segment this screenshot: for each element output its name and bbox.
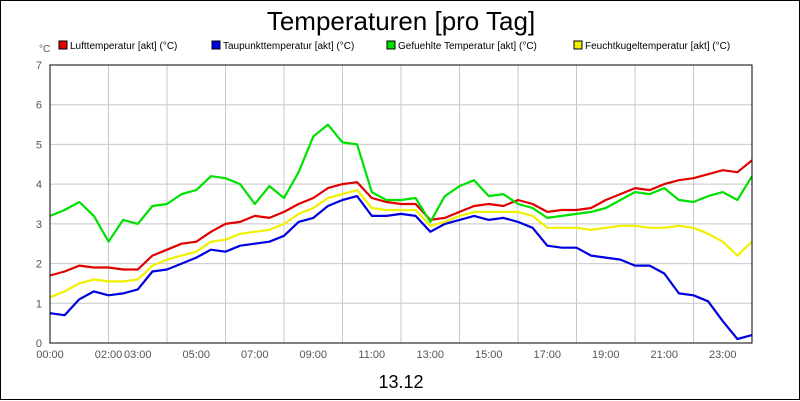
x-tick-label: 05:00 bbox=[182, 349, 210, 361]
x-tick-label: 00:00 bbox=[36, 349, 64, 361]
legend-label: Lufttemperatur [akt] (°C) bbox=[70, 41, 177, 52]
legend: Lufttemperatur [akt] (°C) Taupunkttempera… bbox=[58, 40, 730, 52]
legend-label: Gefuehlte Temperatur [akt] (°C) bbox=[398, 41, 537, 52]
series-line-2 bbox=[49, 195, 753, 341]
y-tick-label: 7 bbox=[36, 60, 42, 72]
x-tick-label: 03:00 bbox=[124, 349, 152, 361]
x-tick-label: 02:00 bbox=[95, 349, 123, 361]
grid bbox=[49, 64, 753, 344]
x-tick-labels: 00:00 02:00 03:00 05:00 07:00 09:00 11:00 13:00… bbox=[36, 349, 736, 361]
series-line-4 bbox=[49, 189, 753, 299]
x-tick-label: 21:00 bbox=[650, 349, 678, 361]
x-tick-label: 13:00 bbox=[416, 349, 444, 361]
x-tick-label: 11:00 bbox=[358, 349, 385, 361]
y-tick-label: 2 bbox=[36, 259, 42, 271]
legend-swatch bbox=[58, 40, 68, 50]
series-line-1 bbox=[49, 159, 753, 277]
x-tick-label: 09:00 bbox=[299, 349, 327, 361]
x-tick-label: 07:00 bbox=[241, 349, 269, 361]
y-tick-label: 3 bbox=[36, 219, 42, 231]
legend-label: Feuchtkugeltemperatur [akt] (°C) bbox=[585, 41, 730, 52]
x-axis-date-label: 13.12 bbox=[378, 372, 423, 392]
legend-swatch bbox=[211, 40, 221, 50]
legend-label: Taupunkttemperatur [akt] (°C) bbox=[223, 41, 354, 52]
y-tick-label: 0 bbox=[36, 338, 42, 350]
y-axis-unit: °C bbox=[39, 44, 50, 55]
x-tick-label: 19:00 bbox=[592, 349, 620, 361]
y-tick-labels: 0 1 2 3 4 5 6 7 bbox=[36, 60, 42, 350]
x-tick-label: 15:00 bbox=[475, 349, 503, 361]
y-tick-label: 6 bbox=[36, 100, 42, 112]
x-tick-label: 23:00 bbox=[709, 349, 737, 361]
y-tick-label: 1 bbox=[36, 298, 42, 310]
plot-border bbox=[49, 64, 753, 344]
y-tick-label: 4 bbox=[36, 179, 42, 191]
series-group bbox=[49, 123, 753, 341]
x-tick-label: 17:00 bbox=[533, 349, 561, 361]
legend-swatch bbox=[386, 40, 396, 50]
y-tick-label: 5 bbox=[36, 139, 42, 151]
series-line-3 bbox=[49, 123, 753, 243]
legend-swatch bbox=[573, 40, 583, 50]
chart-title: Temperaturen [pro Tag] bbox=[267, 6, 535, 36]
